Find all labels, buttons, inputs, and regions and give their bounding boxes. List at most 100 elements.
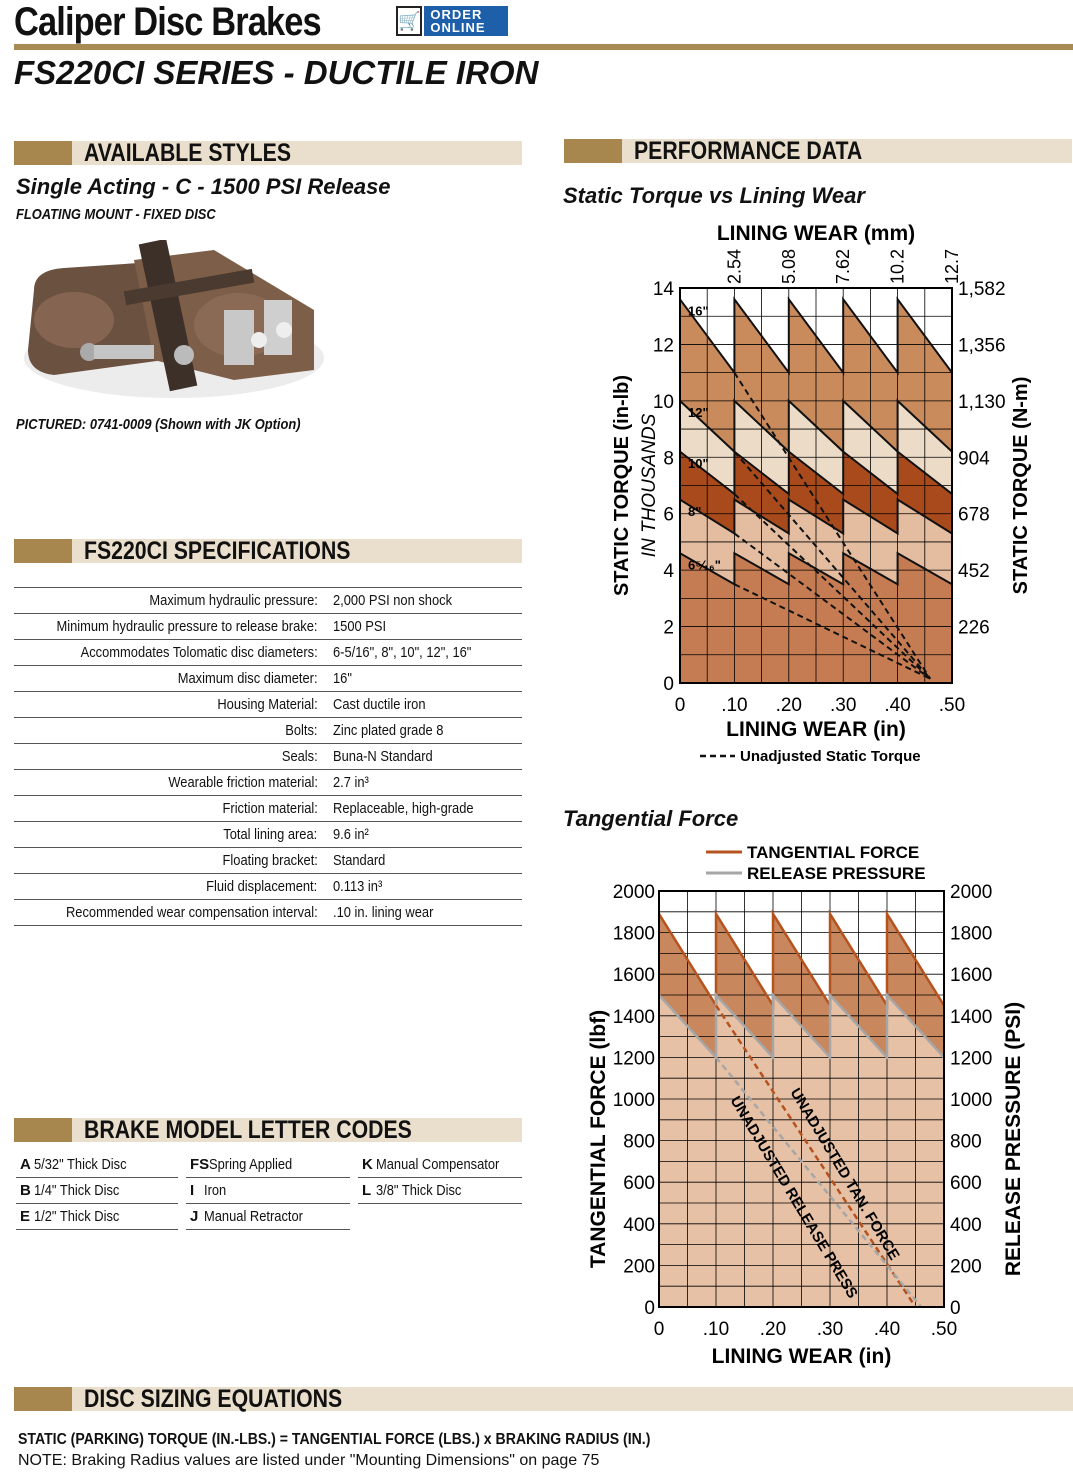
x2-tick-label: 10.2 [888,249,908,284]
caliper-brake-photo [24,240,324,398]
x2-tick-label: 5.08 [779,249,799,284]
y2-tick-label: 1800 [950,924,992,945]
torque-line-0 [679,296,953,376]
code-description: 1/2" Thick Disc [34,1208,120,1225]
spec-row: Wearable friction material: 2.7 in³ [14,769,522,796]
legend-label-force: TANGENTIAL FORCE [747,843,919,862]
spec-value: 16" [327,665,522,692]
x2-tick-label: 2.54 [724,249,744,284]
x-tick-label: .50 [939,695,965,716]
x-axis-label: LINING WEAR (in) [712,1345,892,1368]
spec-row: Bolts: Zinc plated grade 8 [14,717,522,744]
spec-row: Fluid displacement: 0.113 in³ [14,873,522,900]
code-letter: FS [190,1156,210,1173]
letter-codes-heading: BRAKE MODEL LETTER CODES [14,1116,522,1144]
spec-row: Seals: Buna-N Standard [14,743,522,770]
spec-key: Accommodates Tolomatic disc diameters: [14,639,328,666]
spec-row: Maximum hydraulic pressure: 2,000 PSI non… [14,587,522,614]
code-letter: I [190,1182,195,1199]
legend-label-pressure: RELEASE PRESSURE [747,864,926,883]
spec-row: Friction material: Replaceable, high-grad… [14,795,522,822]
y2-tick-label: 1400 [950,1007,992,1028]
spec-value: .10 in. lining wear [327,899,522,926]
spec-row: Housing Material: Cast ductile iron [14,691,522,718]
y-tick-label: 8 [663,448,674,469]
x-tick-label: .20 [776,695,802,716]
letter-codes-column-1: A 5/32" Thick Disc B 1/4" Thick Disc E 1/2… [16,1152,178,1230]
spec-value: 0.113 in³ [327,873,522,900]
code-row: B 1/4" Thick Disc [16,1177,178,1204]
code-letter: K [362,1156,373,1173]
y-tick-label: 400 [623,1215,655,1236]
order-online-button[interactable]: 🛒 ORDER ONLINE [396,4,508,38]
y2-tick-label: 1,356 [958,335,1006,356]
spec-value: 9.6 in² [327,821,522,848]
code-row: L 3/8" Thick Disc [358,1177,522,1204]
release-pressure-line [658,991,945,1061]
unadjusted-force-line [714,1004,917,1308]
spec-key: Floating bracket: [14,847,328,874]
code-description: Spring Applied [209,1156,293,1173]
y2-tick-label: 678 [958,505,990,526]
y-tick-label: 4 [663,561,674,582]
y-tick-label: 1200 [613,1048,655,1069]
y2-tick-label: 200 [950,1256,982,1277]
y2-axis-label: STATIC TORQUE (N-m) [1010,377,1032,595]
spec-row: Recommended wear compensation interval:.… [14,899,522,926]
x-axis-label: LINING WEAR (in) [726,718,906,741]
spec-row: Floating bracket: Standard [14,847,522,874]
code-letter: L [362,1182,372,1199]
x-tick-label: .40 [874,1319,900,1340]
letter-codes-column-3: K Manual Compensator L 3/8" Thick Disc [358,1152,522,1204]
code-letter: B [20,1182,31,1199]
spec-value: Zinc plated grade 8 [327,717,522,744]
y-axis-sublabel: IN THOUSANDS [639,413,660,557]
code-row: J Manual Retractor [186,1203,350,1230]
page-title: Caliper Disc Brakes [14,0,322,44]
available-styles-heading: AVAILABLE STYLES [14,139,522,167]
y-tick-label: 14 [653,279,675,300]
y-tick-label: 1600 [613,965,655,986]
x2-tick-label: 12.7 [942,249,962,284]
spec-value: 1500 PSI [327,613,522,640]
code-description: Manual Retractor [204,1208,303,1225]
y-tick-label: 200 [623,1256,655,1277]
code-description: 3/8" Thick Disc [376,1182,462,1199]
y2-tick-label: 2000 [950,882,992,903]
y-tick-label: 0 [644,1298,655,1319]
code-description: Iron [204,1182,227,1199]
y-axis-label: TANGENTIAL FORCE (lbf) [587,1010,610,1268]
torque-line-1 [679,398,953,454]
spec-value: Buna-N Standard [327,743,522,770]
unadjusted-torque-line [733,493,931,680]
y2-tick-label: 1000 [950,1090,992,1111]
code-row: FS Spring Applied [186,1152,350,1178]
plot-frame [679,287,953,684]
y-axis-label: STATIC TORQUE (in-lb) [611,375,633,596]
y2-tick-label: 1,130 [958,392,1006,413]
series-label: 10" [688,456,709,471]
x-tick-label: 0 [654,1319,665,1340]
spec-key: Housing Material: [14,691,328,718]
series-label: 6⁵⁄₁₆" [688,558,721,573]
torque-line-3 [679,497,953,536]
equations-heading: DISC SIZING EQUATIONS [14,1385,1073,1413]
torque-line-4 [679,551,953,586]
spec-key: Recommended wear compensation interval: [14,899,328,926]
spec-key: Friction material: [14,795,328,822]
y2-tick-label: 1600 [950,965,992,986]
series-label: 16" [688,304,709,319]
spec-key: Maximum disc diameter: [14,665,328,692]
y-tick-label: 800 [623,1132,655,1153]
x2-axis-label: LINING WEAR (mm) [717,222,915,245]
x-tick-label: .10 [703,1319,729,1340]
x-tick-label: .30 [817,1319,843,1340]
y-tick-label: 10 [653,392,674,413]
tangential-force-chart: 0 200 400 600 800 1000 1200 1400 1600 1800 2000 0 20… [587,843,1025,1368]
torque-line-2 [679,449,953,497]
performance-heading: PERFORMANCE DATA [564,137,1072,165]
y-tick-label: 600 [623,1173,655,1194]
spec-key: Total lining area: [14,821,328,848]
x-tick-label: .10 [721,695,747,716]
unadjusted-torque-line [733,532,931,680]
